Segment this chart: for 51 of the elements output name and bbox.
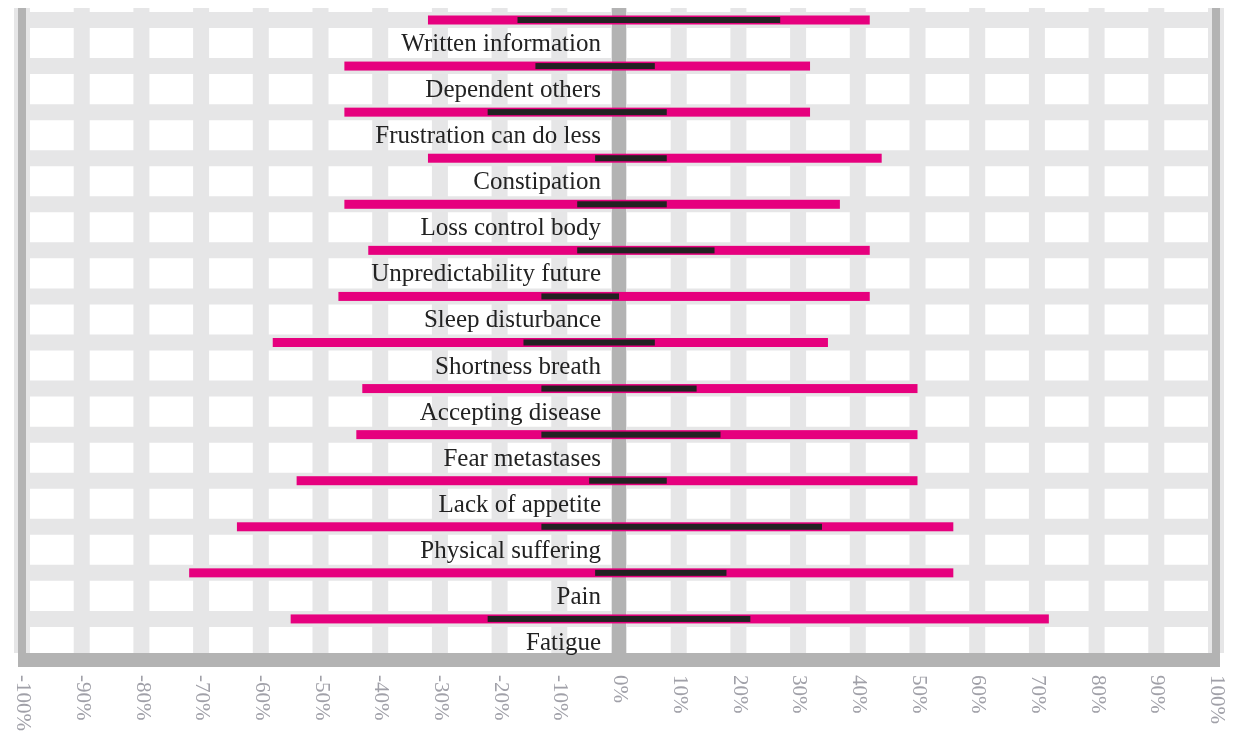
y-tick-label: Pain — [556, 581, 602, 609]
x-tick-label: 20% — [728, 675, 753, 714]
bar — [487, 615, 751, 622]
bar — [535, 63, 655, 70]
bar — [523, 339, 655, 346]
y-tick-label: Constipation — [473, 167, 602, 195]
bar — [589, 477, 667, 484]
bar — [541, 431, 721, 438]
x-tick-label: 40% — [847, 675, 872, 714]
y-tick-label: Sleep disturbance — [423, 305, 601, 333]
y-tick-label: Loss control body — [420, 213, 602, 241]
y-tick-label: Fatigue — [526, 627, 601, 655]
x-tick-label: -60% — [250, 675, 275, 721]
x-tick-label: 100% — [1206, 675, 1231, 724]
x-tick-label: -40% — [370, 675, 395, 721]
x-tick-label: -70% — [191, 675, 216, 721]
y-tick-label: Physical suffering — [420, 535, 602, 563]
bar — [595, 155, 667, 162]
bar — [517, 17, 781, 23]
x-tick-label: -10% — [549, 675, 574, 721]
y-tick-label: Accepting disease — [419, 397, 601, 425]
x-tick-label: -90% — [71, 675, 96, 721]
bar — [541, 385, 697, 392]
bar — [487, 109, 667, 116]
bar — [541, 293, 619, 300]
y-tick-label: Fear metastases — [443, 443, 601, 471]
x-tick-label: -20% — [489, 675, 514, 721]
y-tick-label: Frustration can do less — [375, 121, 601, 149]
x-tick-label: 60% — [967, 675, 992, 714]
y-tick-label: Lack of appetite — [438, 489, 601, 517]
y-tick-label: Shortness breath — [435, 351, 602, 379]
bar — [296, 476, 918, 486]
bar — [595, 569, 727, 576]
x-tick-label: 80% — [1086, 675, 1111, 714]
y-tick-label: Unpredictability future — [371, 259, 601, 287]
x-tick-label: 90% — [1146, 675, 1171, 714]
y-tick-label: Written information — [401, 29, 602, 56]
x-tick-label: 30% — [788, 675, 813, 714]
x-tick-label: -50% — [310, 675, 335, 721]
x-tick-label: 70% — [1027, 675, 1052, 714]
bar — [577, 201, 667, 208]
y-tick-label: Dependent others — [425, 75, 601, 103]
x-tick-label: 50% — [907, 675, 932, 714]
x-tick-label: 0% — [609, 675, 634, 703]
x-tick-label: -100% — [12, 675, 37, 731]
x-tick-label: 10% — [668, 675, 693, 714]
x-tick-label: -30% — [430, 675, 455, 721]
bar — [427, 153, 882, 163]
x-tick-label: -80% — [131, 675, 156, 721]
bar — [541, 523, 822, 530]
bar — [577, 247, 715, 254]
